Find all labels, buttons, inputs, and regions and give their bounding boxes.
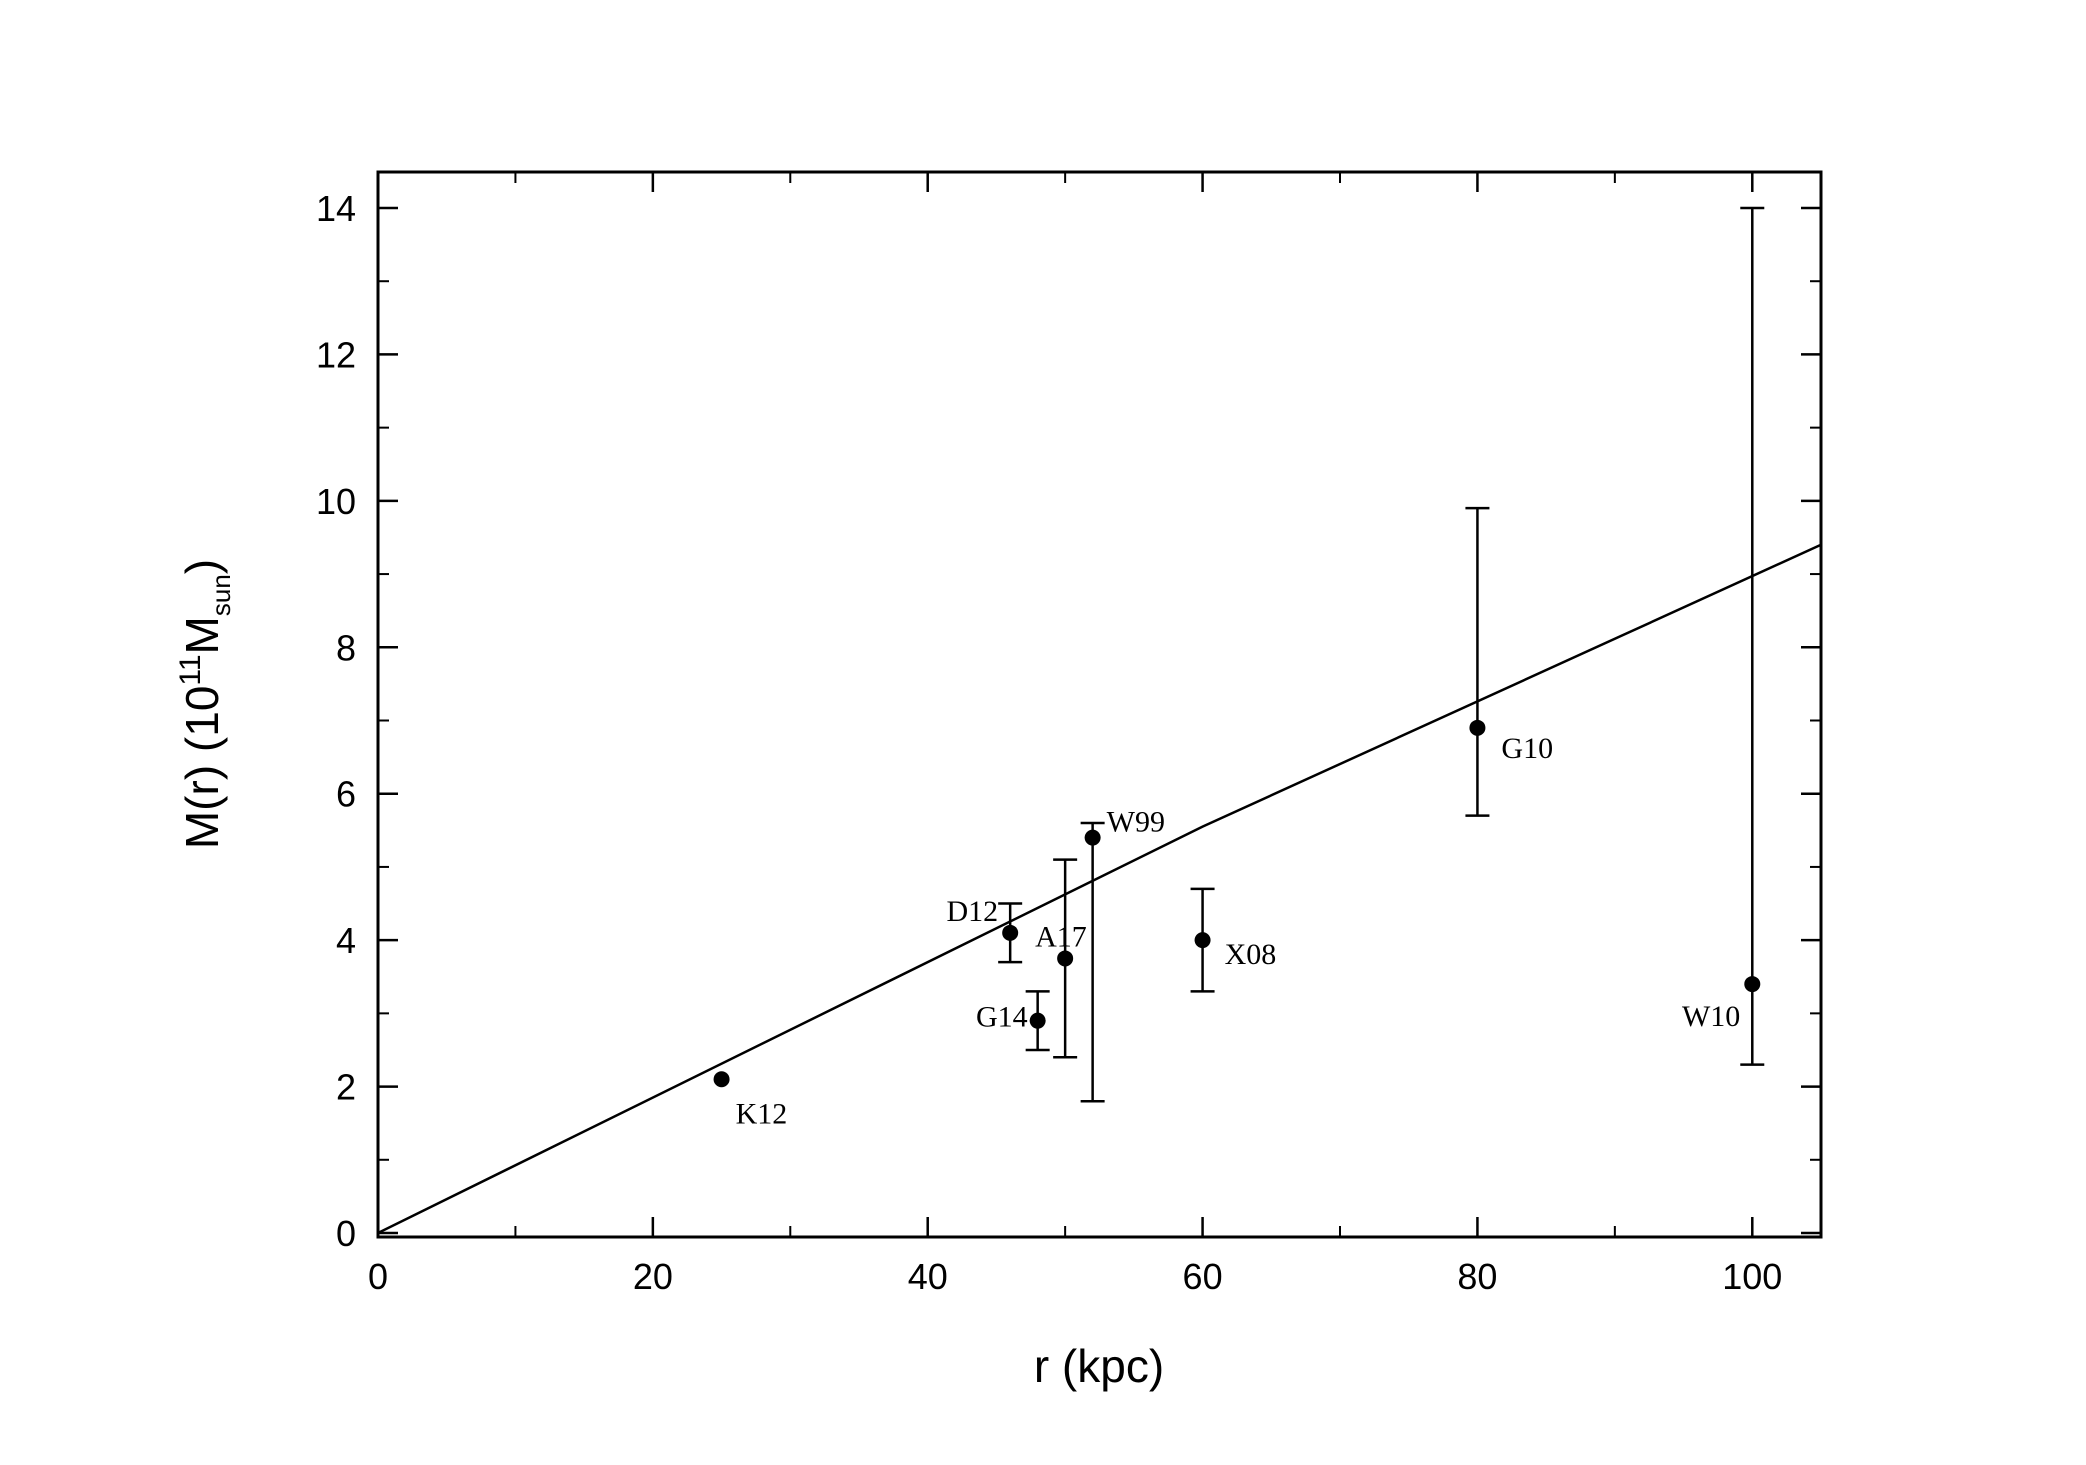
x-axis-label: r (kpc) <box>1034 1340 1164 1392</box>
y-tick-label: 10 <box>316 481 356 522</box>
y-tick-label: 14 <box>316 188 356 229</box>
data-point-w10: W10 <box>1682 206 1765 1066</box>
x-axis: 0 20 40 60 80 100 <box>368 172 1782 1297</box>
data-point-g14: G14 <box>976 990 1050 1052</box>
x-tick-label: 40 <box>908 1256 948 1297</box>
point-marker <box>1057 950 1074 967</box>
y-tick-label: 4 <box>336 920 356 961</box>
point-label: G14 <box>976 1001 1028 1034</box>
point-label: X08 <box>1225 938 1277 971</box>
x-tick-label: 20 <box>633 1256 673 1297</box>
x-tick-label: 60 <box>1183 1256 1223 1297</box>
y-axis-label: M(r) (1011Msun) <box>174 559 236 849</box>
point-label: K12 <box>736 1097 788 1130</box>
data-point-w99: W99 <box>1080 806 1165 1103</box>
y-tick-label: 12 <box>316 334 356 375</box>
point-label: G10 <box>1501 732 1553 765</box>
point-marker <box>1469 719 1486 736</box>
y-axis-label-main: M(r) (10 <box>176 686 228 850</box>
data-point-a17: A17 <box>1035 858 1087 1059</box>
data-point-k12: K12 <box>713 1071 788 1130</box>
y-tick-label: 6 <box>336 774 356 815</box>
data-point-d12: D12 <box>946 895 1023 964</box>
fit-line-layer <box>377 543 1822 1235</box>
point-marker <box>1002 924 1019 941</box>
y-axis-label-mass: M <box>176 616 228 654</box>
y-axis: 0 2 4 6 8 10 12 14 <box>316 188 1821 1254</box>
data-point-x08: X08 <box>1190 887 1277 993</box>
plot-frame <box>376 170 1823 1239</box>
point-label: D12 <box>946 895 998 928</box>
data-point-g10: G10 <box>1465 506 1553 817</box>
y-tick-label: 2 <box>336 1067 356 1108</box>
y-axis-label-exponent: 11 <box>174 654 207 685</box>
x-tick-label: 100 <box>1722 1256 1782 1297</box>
y-axis-label-subscript: sun <box>206 574 236 616</box>
point-label: W10 <box>1682 1000 1740 1033</box>
data-points: K12 D12 G14 A17 W99 X08 G10 W10 <box>713 206 1765 1130</box>
y-tick-label: 0 <box>336 1213 356 1254</box>
point-marker <box>1744 976 1761 993</box>
y-tick-label: 8 <box>336 627 356 668</box>
point-marker <box>713 1071 730 1088</box>
fit-line <box>377 543 1822 1235</box>
x-tick-label: 0 <box>368 1256 388 1297</box>
point-marker <box>1029 1012 1046 1029</box>
point-label: A17 <box>1035 920 1087 953</box>
x-tick-label: 80 <box>1457 1256 1497 1297</box>
point-label: W99 <box>1107 806 1165 839</box>
point-marker <box>1194 932 1211 949</box>
point-marker <box>1084 829 1101 846</box>
y-axis-label-close: ) <box>176 559 228 574</box>
